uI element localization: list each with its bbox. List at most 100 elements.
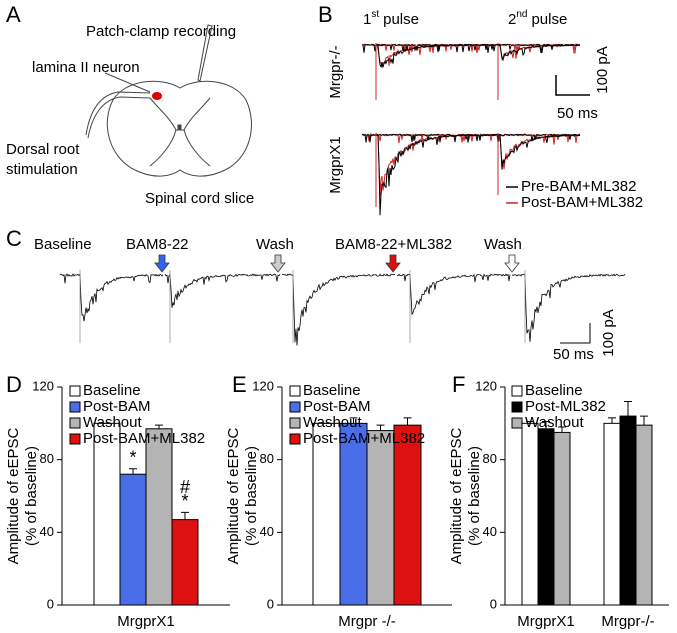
error-bar <box>526 421 534 424</box>
legend-swatch <box>289 417 301 429</box>
legend-swatch <box>289 433 301 445</box>
annotation: Dorsal root <box>6 141 80 158</box>
bar <box>553 431 571 606</box>
pulse-text: pulse <box>531 11 567 28</box>
error-bar <box>558 426 566 433</box>
y-tick-label: 80 <box>260 451 274 466</box>
y-axis-label: Amplitude of eEPSC <box>225 427 242 564</box>
legend-label: Pre-BAM+ML382 <box>521 178 636 195</box>
error-bar <box>129 468 137 475</box>
y-tick-label: 120 <box>32 378 54 393</box>
panel-label: B <box>318 2 333 27</box>
y-tick-label: 40 <box>260 524 274 539</box>
bar <box>635 424 653 606</box>
legend-label: Post-BAM <box>303 398 371 415</box>
pulse-label: 1st pulse <box>363 9 419 28</box>
y-tick-label: 0 <box>47 596 54 611</box>
error-bar <box>403 417 412 426</box>
scale-label: 50 ms <box>553 346 594 363</box>
trace <box>375 133 497 216</box>
condition-label: BAM8-22+ML382 <box>335 236 452 253</box>
legend-swatch <box>69 401 81 413</box>
legend-label: Post-BAM+ML382 <box>83 430 205 447</box>
y-tick-label: 0 <box>267 596 274 611</box>
annotation: Spinal cord slice <box>145 190 254 207</box>
panel-label: A <box>6 2 21 27</box>
error-bar <box>349 417 358 424</box>
legend-label: Baseline <box>303 382 361 399</box>
legend-label: Post-BAM+ML382 <box>521 194 643 211</box>
legend-label: Baseline <box>83 382 141 399</box>
legend-label: Post-BAM+ML382 <box>303 430 425 447</box>
y-tick-label: 120 <box>252 378 274 393</box>
bar <box>93 422 121 606</box>
error-bar <box>542 421 550 429</box>
bar <box>393 424 422 606</box>
legend-label: Post-BAM <box>83 398 151 415</box>
y-tick-label: 120 <box>475 378 497 393</box>
scale-bar <box>560 323 591 344</box>
annotation: Patch-clamp recording <box>86 23 236 40</box>
legend-swatch <box>511 417 523 429</box>
panel-label: E <box>232 372 247 397</box>
error-bar <box>376 424 385 431</box>
legend-label: Baseline <box>525 382 583 399</box>
error-bar <box>624 401 632 417</box>
significance-label: * <box>129 448 136 468</box>
legend-label: Post-ML382 <box>525 398 606 415</box>
bar <box>521 422 539 606</box>
y-axis-label: Amplitude of eEPSC <box>448 427 465 564</box>
bar <box>339 422 368 606</box>
error-bar <box>181 511 189 520</box>
panel-label: F <box>452 372 465 397</box>
bar <box>603 422 621 606</box>
trace <box>397 273 511 316</box>
row-label: MrgprX1 <box>327 136 344 194</box>
y-tick-label: 80 <box>40 451 54 466</box>
bar <box>119 473 147 606</box>
scale-label: 100 pA <box>600 309 617 357</box>
y-tick-label: 80 <box>483 451 497 466</box>
legend-swatch <box>289 401 301 413</box>
row-label: Mrgpr-/- <box>327 45 344 98</box>
y-tick-label: 40 <box>483 524 497 539</box>
annotation: stimulation <box>6 161 78 178</box>
legend-label: Washout <box>83 414 142 431</box>
arrows <box>154 254 520 273</box>
neuron <box>152 92 162 100</box>
condition-label: Wash <box>256 236 294 253</box>
scale-bar <box>555 75 590 96</box>
trace <box>376 43 496 69</box>
trace <box>164 273 281 308</box>
scale-label: 50 ms <box>557 105 598 122</box>
bar <box>312 422 341 606</box>
bar <box>145 428 173 606</box>
x-tick-label: MrgprX1 <box>517 613 575 630</box>
scale-label: 100 pA <box>594 46 611 94</box>
y-tick-label: 0 <box>490 596 497 611</box>
legend-swatch <box>69 385 81 397</box>
legend-label: Washout <box>303 414 362 431</box>
legend-swatch <box>289 385 301 397</box>
y-axis-label: (% of baseline) <box>243 446 260 546</box>
trace <box>375 133 497 196</box>
panel-label: D <box>6 372 22 397</box>
bar <box>619 415 637 606</box>
error-bar <box>155 424 163 429</box>
trace <box>497 133 581 170</box>
bar <box>366 430 395 606</box>
pulse-number: 1 <box>363 11 371 28</box>
trace <box>497 43 581 62</box>
significance-label: # <box>180 477 190 497</box>
pulse-suffix: nd <box>516 9 527 20</box>
y-axis-label: (% of baseline) <box>23 446 40 546</box>
trace <box>511 273 626 342</box>
condition-label: Wash <box>484 236 522 253</box>
pulse-suffix: st <box>371 9 379 20</box>
x-tick-label: MrgprX1 <box>117 613 175 630</box>
pulse-number: 2 <box>508 11 516 28</box>
error-bar <box>608 417 616 424</box>
trace <box>59 272 164 322</box>
annotation: lamina II neuron <box>32 59 140 76</box>
